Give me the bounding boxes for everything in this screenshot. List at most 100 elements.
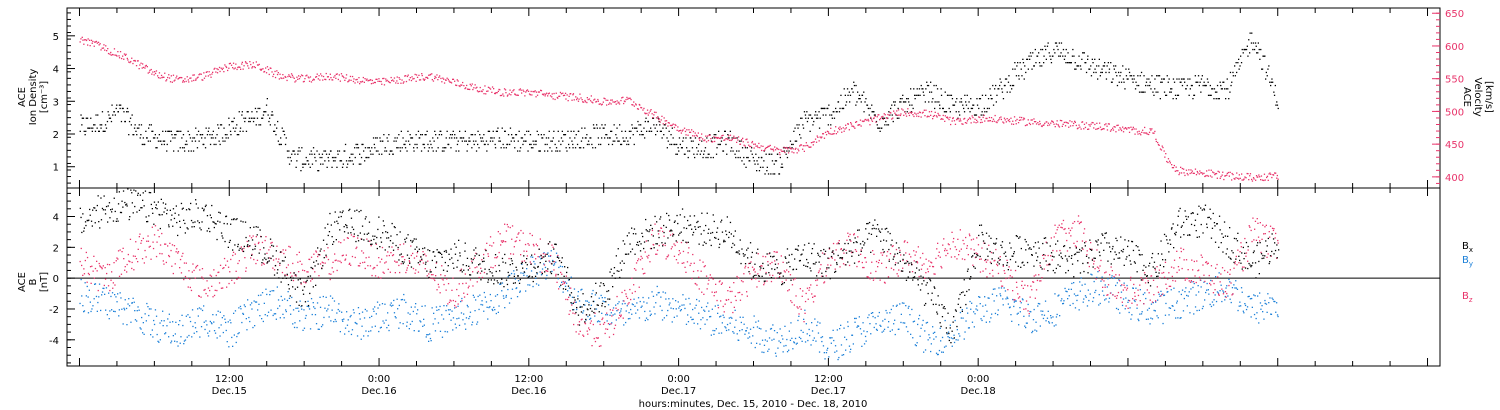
velocity-point — [236, 68, 238, 71]
by-point — [1262, 311, 1264, 313]
velocity-point — [902, 109, 904, 111]
density-point — [521, 137, 524, 139]
by-point — [1011, 320, 1013, 322]
b-tick-label: -2 — [49, 305, 59, 316]
velocity-point — [702, 138, 704, 140]
density-point — [599, 127, 601, 129]
by-point — [357, 307, 360, 309]
velocity-point — [541, 93, 544, 95]
by-point — [1000, 295, 1002, 297]
bz-point — [188, 270, 190, 272]
density-point — [842, 107, 845, 110]
by-point — [1013, 301, 1015, 303]
density-point — [779, 156, 781, 159]
by-point — [213, 321, 215, 323]
density-point — [204, 147, 207, 149]
by-point — [471, 324, 473, 326]
density-point — [964, 94, 966, 96]
density-point — [513, 140, 515, 142]
velocity-point — [516, 94, 519, 96]
by-point — [864, 335, 867, 338]
velocity-point — [616, 100, 618, 102]
by-point — [1162, 322, 1164, 325]
density-point — [1088, 68, 1090, 70]
by-point — [1230, 301, 1232, 304]
bz-point — [310, 280, 312, 282]
velocity-point — [181, 77, 183, 79]
density-point — [352, 163, 354, 165]
by-point — [249, 304, 252, 306]
by-point — [1120, 285, 1122, 287]
by-point — [720, 315, 722, 317]
velocity-point — [172, 74, 175, 76]
by-point — [303, 309, 305, 311]
by-point — [398, 327, 400, 329]
by-point — [970, 308, 972, 310]
bz-point — [325, 256, 328, 258]
density-point — [690, 137, 692, 139]
velocity-point — [482, 89, 484, 91]
density-point — [111, 104, 113, 106]
bz-point — [503, 240, 505, 243]
by-point — [231, 336, 233, 339]
density-point — [1238, 68, 1240, 70]
density-point — [469, 140, 471, 142]
velocity-point — [450, 81, 452, 83]
density-point — [1116, 84, 1119, 87]
density-point — [1242, 52, 1244, 54]
density-point — [445, 137, 447, 139]
by-point — [914, 344, 916, 346]
velocity-point — [927, 115, 929, 117]
bz-point — [165, 261, 167, 264]
bz-point — [523, 250, 525, 252]
velocity-point — [214, 67, 216, 69]
by-point — [1254, 295, 1256, 297]
bz-point — [96, 270, 98, 272]
by-point — [146, 302, 148, 305]
density-point — [1014, 68, 1016, 70]
bz-point — [313, 253, 315, 255]
density-point — [391, 150, 393, 152]
by-point — [882, 320, 884, 322]
velocity-point — [673, 126, 676, 129]
by-point — [1264, 302, 1266, 305]
density-point — [847, 94, 849, 96]
bz-point — [192, 263, 194, 265]
density-point — [978, 98, 981, 100]
by-point — [504, 307, 506, 309]
bz-point — [167, 245, 169, 247]
density-point — [694, 137, 697, 139]
density-point — [231, 120, 233, 123]
bz-point — [114, 284, 116, 286]
velocity-point — [663, 117, 665, 119]
density-point — [318, 170, 320, 172]
velocity-point — [916, 115, 918, 117]
bz-point — [247, 246, 249, 248]
velocity-point — [681, 130, 683, 132]
bz-point — [189, 286, 191, 289]
by-point — [363, 317, 366, 319]
velocity-point — [1096, 128, 1098, 130]
density-point — [368, 147, 370, 149]
density-point — [1214, 91, 1217, 93]
by-point — [1167, 291, 1169, 293]
by-point — [454, 307, 456, 309]
by-point — [361, 311, 364, 313]
velocity-point — [1203, 172, 1205, 174]
by-point — [870, 312, 873, 314]
velocity-point — [203, 77, 206, 79]
bz-point — [245, 267, 247, 269]
density-point — [865, 98, 867, 100]
density-point — [1009, 91, 1011, 93]
velocity-point — [918, 115, 920, 118]
density-point — [421, 134, 423, 136]
density-point — [797, 127, 799, 129]
bz-point — [369, 240, 371, 242]
bz-point — [357, 237, 359, 239]
density-point — [497, 127, 499, 129]
velocity-point — [986, 117, 988, 120]
bz-point — [539, 238, 541, 240]
by-point — [1188, 291, 1190, 293]
velocity-point — [1079, 126, 1081, 128]
